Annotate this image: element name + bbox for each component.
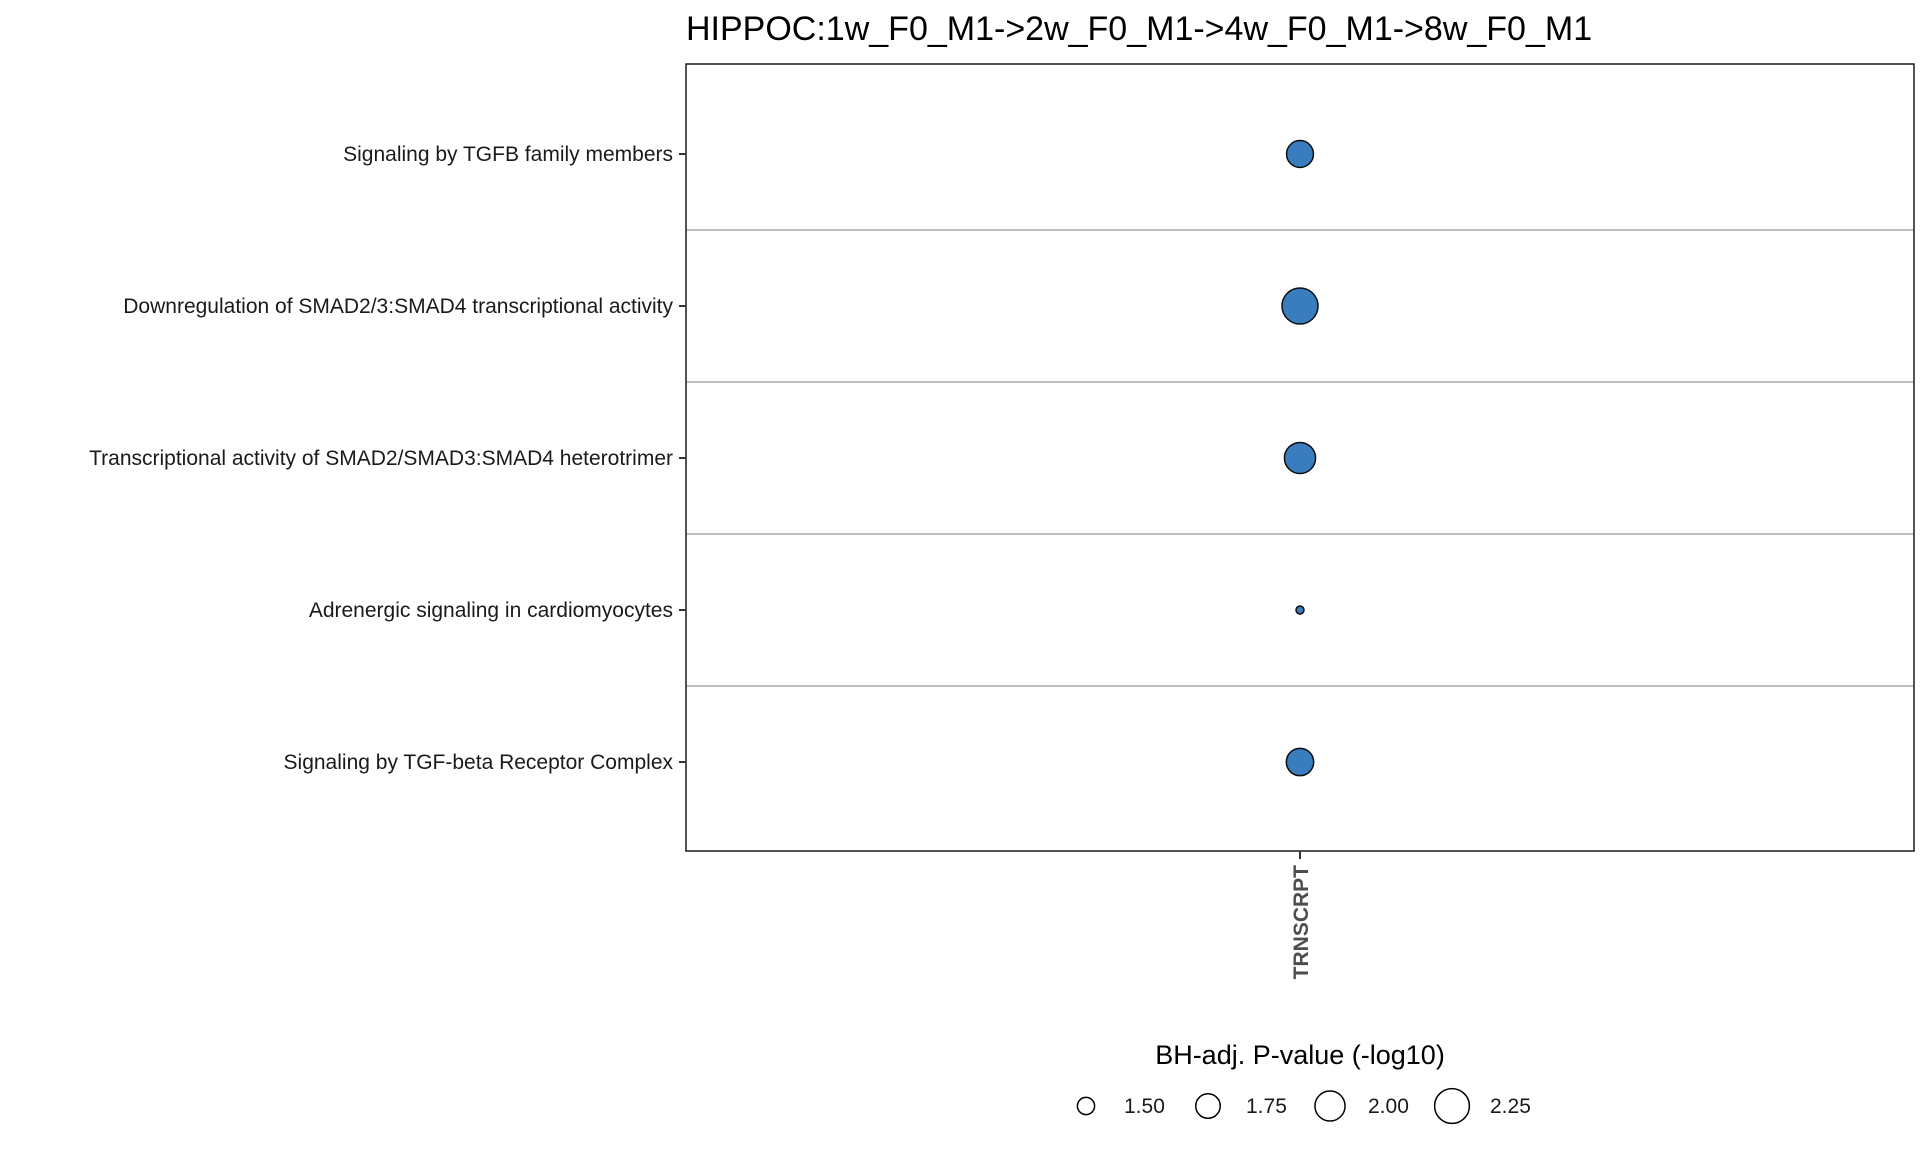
y-tick-label: Signaling by TGF-beta Receptor Complex [284, 751, 674, 774]
legend-key-circle [1076, 1096, 1096, 1116]
x-tick-label: TRNSCRPT [1290, 865, 1313, 980]
legend-key-label: 1.50 [1124, 1095, 1165, 1118]
data-point [1281, 287, 1319, 325]
y-tick-label: Adrenergic signaling in cardiomyocytes [309, 599, 673, 622]
legend-key-circle [1433, 1087, 1471, 1125]
legend-title: BH-adj. P-value (-log10) [1155, 1040, 1445, 1070]
y-tick-label: Downregulation of SMAD2/3:SMAD4 transcri… [123, 295, 673, 318]
legend-key-circle [1314, 1090, 1346, 1122]
data-point [1285, 139, 1315, 169]
y-axis: Signaling by TGFB family members Downregu… [89, 143, 686, 774]
x-axis: TRNSCRPT [1290, 851, 1313, 979]
chart-title: HIPPOC:1w_F0_M1->2w_F0_M1->4w_F0_M1->8w_… [686, 10, 1592, 48]
size-legend: BH-adj. P-value (-log10) 1.50 1.75 2.00 2.2… [1076, 1040, 1531, 1125]
row-separators [686, 229, 1914, 687]
legend-key-label: 1.75 [1246, 1095, 1287, 1118]
data-point [1295, 605, 1305, 615]
legend-key-label: 2.00 [1368, 1095, 1409, 1118]
data-point [1285, 747, 1315, 777]
data-point [1283, 441, 1317, 475]
legend-key-label: 2.25 [1490, 1095, 1531, 1118]
legend-key-circle [1195, 1093, 1221, 1119]
y-tick-label: Signaling by TGFB family members [343, 143, 673, 166]
data-points [1281, 139, 1319, 777]
y-tick-label: Transcriptional activity of SMAD2/SMAD3:… [89, 447, 673, 470]
